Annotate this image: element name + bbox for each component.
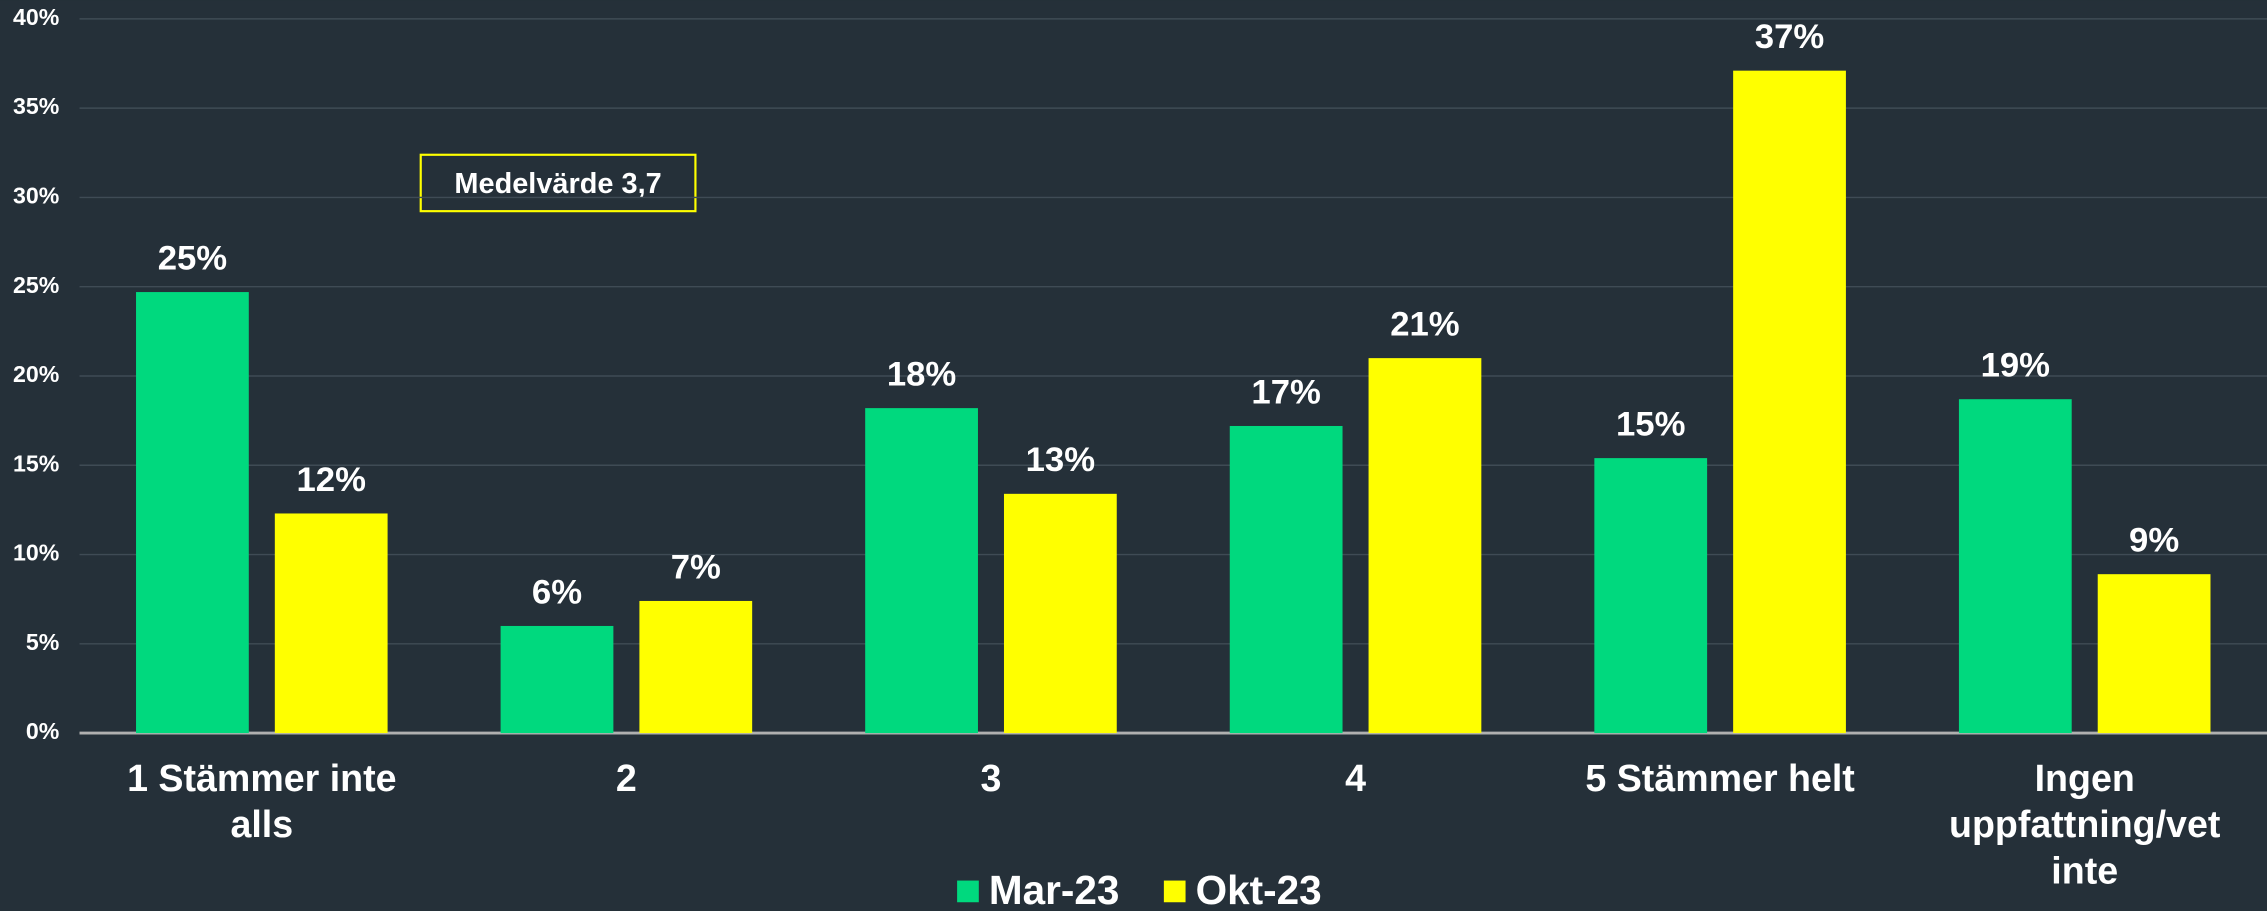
value-label: 9% (2129, 522, 2179, 560)
bar (1229, 425, 1343, 734)
x-tick-label: 4 (1345, 757, 1366, 799)
annotation-box (419, 153, 697, 213)
bar (500, 625, 614, 734)
y-tick-label: 5% (26, 629, 59, 655)
value-label: 13% (1026, 441, 1095, 479)
y-tick-label: 10% (13, 540, 59, 566)
bar (1594, 458, 1708, 734)
bar (1368, 358, 1482, 734)
annotation: Medelvärde 3,7 (454, 168, 661, 200)
x-tick-label: 5 Stämmer helt (1585, 757, 1855, 799)
value-label: 15% (1616, 405, 1685, 443)
value-label: 6% (532, 573, 582, 611)
y-tick-label: 25% (13, 272, 59, 298)
y-tick-label: 15% (13, 450, 59, 476)
legend-swatch (957, 880, 979, 903)
bar (865, 408, 978, 734)
bar (1733, 70, 1846, 734)
x-tick-label: 2 (616, 757, 637, 799)
x-tick-label: 3 (981, 757, 1002, 799)
x-tick-label: 1 Stämmer inte alls (127, 757, 396, 845)
bar (639, 600, 753, 734)
legend-label: Mar-23 (989, 867, 1119, 911)
x-tick-label: Ingen uppfattning/vet inte (1949, 757, 2221, 892)
y-tick-label: 20% (13, 361, 59, 387)
value-label: 21% (1390, 305, 1459, 343)
value-label: 7% (671, 548, 721, 586)
value-label: 17% (1251, 373, 1320, 411)
value-label: 19% (1981, 347, 2050, 385)
bar (2097, 574, 2211, 734)
y-tick-label: 35% (13, 93, 59, 119)
legend-label: Okt-23 (1196, 867, 1322, 911)
value-label: 25% (158, 239, 227, 277)
bar (274, 513, 388, 734)
y-tick-label: 30% (13, 183, 59, 209)
value-label: 18% (887, 355, 956, 393)
value-label: 12% (296, 461, 365, 499)
legend-swatch (1163, 880, 1186, 903)
y-tick-label: 40% (13, 4, 59, 30)
bar (1003, 493, 1117, 734)
bar (136, 292, 249, 734)
y-tick-label: 0% (26, 718, 59, 744)
bar (1958, 399, 2072, 734)
value-label: 37% (1755, 18, 1824, 56)
